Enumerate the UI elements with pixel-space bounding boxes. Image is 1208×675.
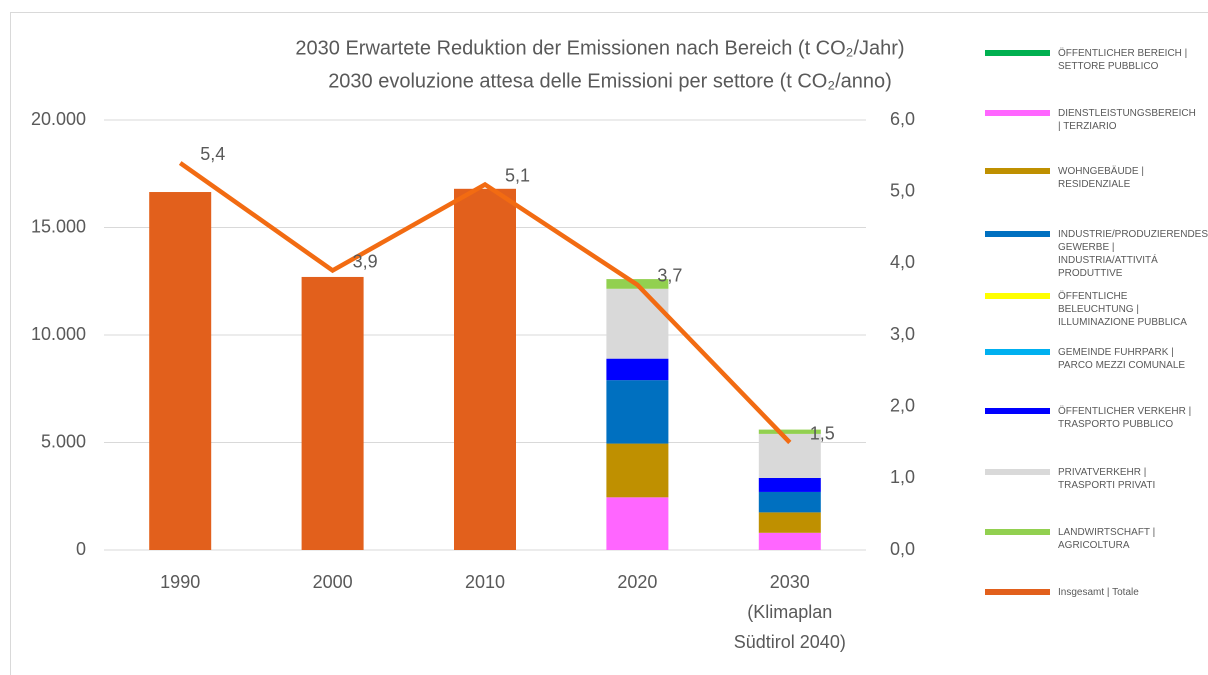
bar-segment — [454, 188, 516, 551]
bar-segment — [606, 443, 669, 498]
legend-entry: WOHNGEBÄUDE | RESIDENZIALE — [985, 165, 1200, 191]
x-tick-label: 2000 — [313, 572, 353, 592]
legend-label: INDUSTRIE/PRODUZIERENDES GEWERBE | INDUS… — [1058, 229, 1208, 279]
legend-swatch — [985, 231, 1050, 237]
legend-entry: ÖFFENTLICHER VERKEHR | TRASPORTO PUBBLIC… — [985, 405, 1200, 431]
bar-segment — [149, 192, 212, 550]
bar-segment — [606, 358, 669, 381]
bar-segment — [301, 276, 364, 550]
x-tick-label: 1990 — [160, 572, 200, 592]
bar-segment — [606, 288, 669, 359]
x-tick-label: 2010 — [465, 572, 505, 592]
chart-title: 2030 Erwartete Reduktion der Emissionen … — [295, 37, 904, 59]
chart-subtitle: 2030 evoluzione attesa delle Emissioni p… — [328, 70, 892, 92]
bar-segment — [758, 491, 821, 513]
legend-label: PRIVATVERKEHR | TRASPORTI PRIVATI — [1058, 467, 1156, 491]
x-tick-label-line: 2020 — [617, 572, 657, 592]
legend-entry: INDUSTRIE/PRODUZIERENDES GEWERBE | INDUS… — [985, 228, 1208, 280]
y2-tick-label: 0,0 — [890, 539, 915, 559]
x-tick-label: 2030 (Klimaplan Südtirol 2040) — [734, 572, 846, 652]
chart-border — [10, 12, 1208, 675]
y2-tick-label: 2,0 — [890, 395, 915, 415]
legend-swatch — [985, 589, 1050, 595]
x-tick-label-line: 2030 — [770, 572, 810, 592]
legend-entry: Insgesamt | Totale — [985, 586, 1200, 599]
data-label: 5,1 — [505, 165, 530, 185]
legend-label: DIENSTLEISTUNGSBEREICH | TERZIARIO — [1058, 108, 1196, 132]
bar-segment — [758, 429, 821, 434]
legend-swatch — [985, 293, 1050, 299]
legend-entry: DIENSTLEISTUNGSBEREICH | TERZIARIO — [985, 107, 1200, 133]
legend-swatch — [985, 50, 1050, 56]
y2-tick-label: 1,0 — [890, 467, 915, 487]
legend-swatch — [985, 110, 1050, 116]
legend-swatch — [985, 408, 1050, 414]
data-label: 3,7 — [657, 266, 682, 286]
legend-entry: PRIVATVERKEHR | TRASPORTI PRIVATI — [985, 466, 1200, 492]
legend-entry: ÖFFENTLICHER BEREICH | SETTORE PUBBLICO — [985, 47, 1200, 73]
legend-swatch — [985, 529, 1050, 535]
legend-entry: LANDWIRTSCHAFT | AGRICOLTURA — [985, 526, 1200, 552]
legend-entry: ÖFFENTLICHE BELEUCHTUNG | ILLUMINAZIONE … — [985, 290, 1200, 329]
y-tick-label: 15.000 — [31, 216, 86, 236]
legend-label: Insgesamt | Totale — [1058, 587, 1139, 598]
legend-swatch — [985, 349, 1050, 355]
x-tick-label-line: 2000 — [313, 572, 353, 592]
y-tick-label: 20.000 — [31, 109, 86, 129]
bar-segment — [758, 477, 821, 492]
x-tick-label-line: Südtirol 2040) — [734, 632, 846, 652]
bar-segment — [758, 512, 821, 533]
legend-label: ÖFFENTLICHER BEREICH | SETTORE PUBBLICO — [1058, 48, 1188, 72]
data-label: 5,4 — [200, 144, 225, 164]
legend-swatch — [985, 469, 1050, 475]
x-tick-label-line: (Klimaplan — [747, 602, 832, 622]
legend-label: GEMEINDE FUHRPARK | PARCO MEZZI COMUNALE — [1058, 347, 1186, 371]
data-label: 3,9 — [353, 251, 378, 271]
x-tick-label: 2020 — [617, 572, 657, 592]
y-tick-label: 10.000 — [31, 324, 86, 344]
legend-label: ÖFFENTLICHER VERKEHR | TRASPORTO PUBBLIC… — [1058, 406, 1192, 430]
y2-tick-label: 4,0 — [890, 252, 915, 272]
legend-swatch — [985, 168, 1050, 174]
y2-tick-label: 6,0 — [890, 109, 915, 129]
legend-entry: GEMEINDE FUHRPARK | PARCO MEZZI COMUNALE — [985, 346, 1200, 372]
line — [178, 161, 792, 445]
y-tick-label: 5.000 — [41, 431, 86, 451]
legend-label: ÖFFENTLICHE BELEUCHTUNG | ILLUMINAZIONE … — [1058, 291, 1187, 328]
bar-segment — [606, 497, 669, 550]
legend-label: LANDWIRTSCHAFT | AGRICOLTURA — [1058, 527, 1156, 551]
bar-segment — [758, 532, 821, 550]
y2-tick-label: 5,0 — [890, 180, 915, 200]
y2-tick-label: 3,0 — [890, 324, 915, 344]
x-tick-label-line: 2010 — [465, 572, 505, 592]
bar-segment — [606, 380, 669, 444]
x-tick-label-line: 1990 — [160, 572, 200, 592]
data-label: 1,5 — [810, 423, 835, 443]
legend-label: WOHNGEBÄUDE | RESIDENZIALE — [1058, 166, 1144, 190]
y-tick-label: 0 — [76, 539, 86, 559]
